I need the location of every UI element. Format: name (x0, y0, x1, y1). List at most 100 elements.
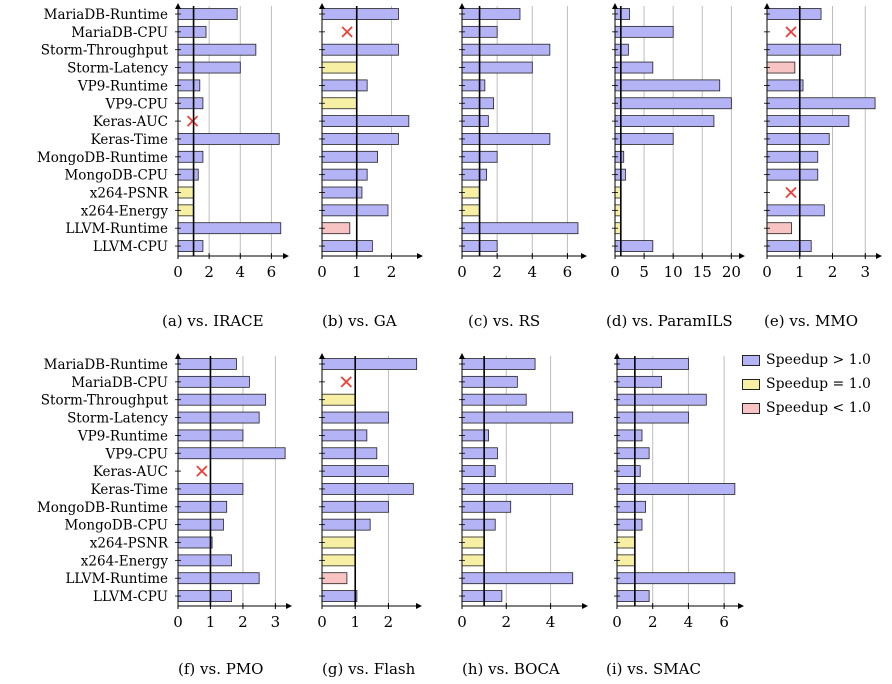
bar-0-0 (177, 8, 238, 20)
legend-swatch-equal (742, 378, 760, 390)
x-tick-label-1-1: 1 (352, 263, 362, 281)
bar-4-3 (766, 61, 796, 74)
bar-5-8 (177, 500, 228, 513)
bar-7-7 (461, 483, 574, 495)
x-axis-arrow-0 (283, 253, 289, 260)
bar-2-7 (461, 133, 551, 145)
row-label-0-12: LLVM-Runtime (65, 221, 168, 237)
row-label-5-3: Storm-Latency (67, 411, 168, 427)
bar-2-9 (461, 168, 488, 181)
bar-2-2 (461, 43, 551, 56)
row-label-0-1: MariaDB-CPU (71, 25, 168, 41)
bar-3-7 (614, 133, 674, 145)
x-tick-label-0-1: 2 (204, 263, 214, 281)
bar-3-5 (614, 97, 732, 110)
bar-1-8 (321, 150, 378, 163)
x-tick-label-8-1: 2 (648, 613, 658, 631)
bar-8-8 (616, 500, 646, 513)
x-tick-label-8-2: 4 (684, 613, 694, 631)
bar-0-8 (177, 150, 204, 163)
missing-cross-0-6 (186, 115, 199, 127)
bar-0-1 (177, 25, 207, 38)
bar-1-4 (321, 79, 368, 92)
x-tick-label-3-3: 15 (693, 263, 712, 281)
x-tick-label-4-1: 1 (795, 263, 805, 281)
row-label-0-6: Keras-AUC (93, 114, 168, 130)
bar-8-4 (616, 429, 643, 442)
bar-0-13 (177, 240, 204, 252)
legend-item-less: Speedup < 1.0 (742, 396, 871, 420)
row-label-0-0: MariaDB-Runtime (44, 7, 168, 23)
x-tick-label-0-2: 4 (236, 263, 246, 281)
bar-8-5 (616, 447, 650, 460)
caption-f: (f) vs. PMO (178, 660, 264, 678)
bar-5-13 (177, 590, 232, 602)
bar-8-2 (616, 393, 707, 406)
bar-7-9 (461, 518, 496, 531)
row-label-0-4: VP9-Runtime (77, 78, 168, 94)
bar-6-13 (321, 590, 358, 602)
bar-6-11 (321, 554, 356, 567)
bar-3-6 (614, 115, 715, 127)
bar-7-12 (461, 572, 574, 585)
bar-0-2 (177, 43, 257, 56)
bar-1-3 (321, 61, 358, 74)
legend-label-less: Speedup < 1.0 (766, 400, 871, 416)
legend-item-equal: Speedup = 1.0 (742, 372, 871, 396)
bar-0-4 (177, 79, 201, 92)
x-axis-arrow-3 (739, 253, 745, 260)
row-label-0-8: MongoDB-Runtime (37, 150, 168, 166)
x-axis-arrow-5 (286, 603, 292, 610)
x-tick-label-3-4: 20 (722, 263, 741, 281)
x-tick-label-5-0: 0 (173, 613, 183, 631)
row-label-0-5: VP9-CPU (104, 96, 168, 112)
row-label-0-13: LLVM-CPU (93, 239, 168, 255)
bar-4-0 (766, 8, 822, 20)
bar-1-6 (321, 115, 410, 127)
bar-2-6 (461, 115, 489, 127)
bar-4-6 (766, 115, 850, 127)
x-tick-label-7-0: 0 (457, 613, 467, 631)
bar-0-5 (177, 97, 204, 110)
x-tick-label-2-1: 2 (492, 263, 502, 281)
row-label-5-4: VP9-Runtime (77, 428, 168, 444)
bar-5-10 (177, 536, 213, 549)
caption-b: (b) vs. GA (322, 312, 397, 330)
x-tick-label-8-3: 6 (719, 613, 729, 631)
legend-swatch-greater (742, 354, 760, 366)
row-label-0-11: x264-Energy (81, 203, 169, 219)
bar-4-4 (766, 79, 804, 92)
y-axis-arrow-3 (612, 3, 618, 9)
bar-4-13 (766, 240, 812, 252)
bar-1-13 (321, 240, 373, 252)
bar-2-4 (461, 79, 486, 92)
x-tick-label-1-0: 0 (317, 263, 327, 281)
bar-7-8 (461, 500, 512, 513)
bar-5-12 (177, 572, 260, 585)
bar-7-13 (461, 590, 503, 602)
row-label-5-6: Keras-AUC (93, 464, 168, 480)
bar-6-7 (321, 483, 414, 495)
bar-2-3 (461, 61, 533, 74)
bar-5-2 (177, 393, 267, 406)
row-label-5-9: MongoDB-CPU (64, 518, 168, 534)
bar-8-13 (616, 590, 650, 602)
caption-h: (h) vs. BOCA (462, 660, 560, 678)
row-label-5-1: MariaDB-CPU (71, 375, 168, 391)
row-label-5-8: MongoDB-Runtime (37, 500, 168, 516)
y-axis-arrow-2 (459, 3, 465, 9)
x-tick-label-6-0: 0 (317, 613, 327, 631)
x-tick-label-0-3: 6 (267, 263, 277, 281)
bar-4-11 (766, 204, 825, 217)
bar-8-3 (616, 411, 689, 424)
x-tick-label-2-3: 6 (563, 263, 573, 281)
row-label-5-12: LLVM-Runtime (65, 571, 168, 587)
bar-1-12 (321, 222, 351, 235)
bar-5-5 (177, 447, 286, 460)
bar-1-11 (321, 204, 389, 217)
x-tick-label-6-2: 2 (384, 613, 394, 631)
bar-6-9 (321, 518, 371, 531)
x-tick-label-1-2: 2 (387, 263, 397, 281)
